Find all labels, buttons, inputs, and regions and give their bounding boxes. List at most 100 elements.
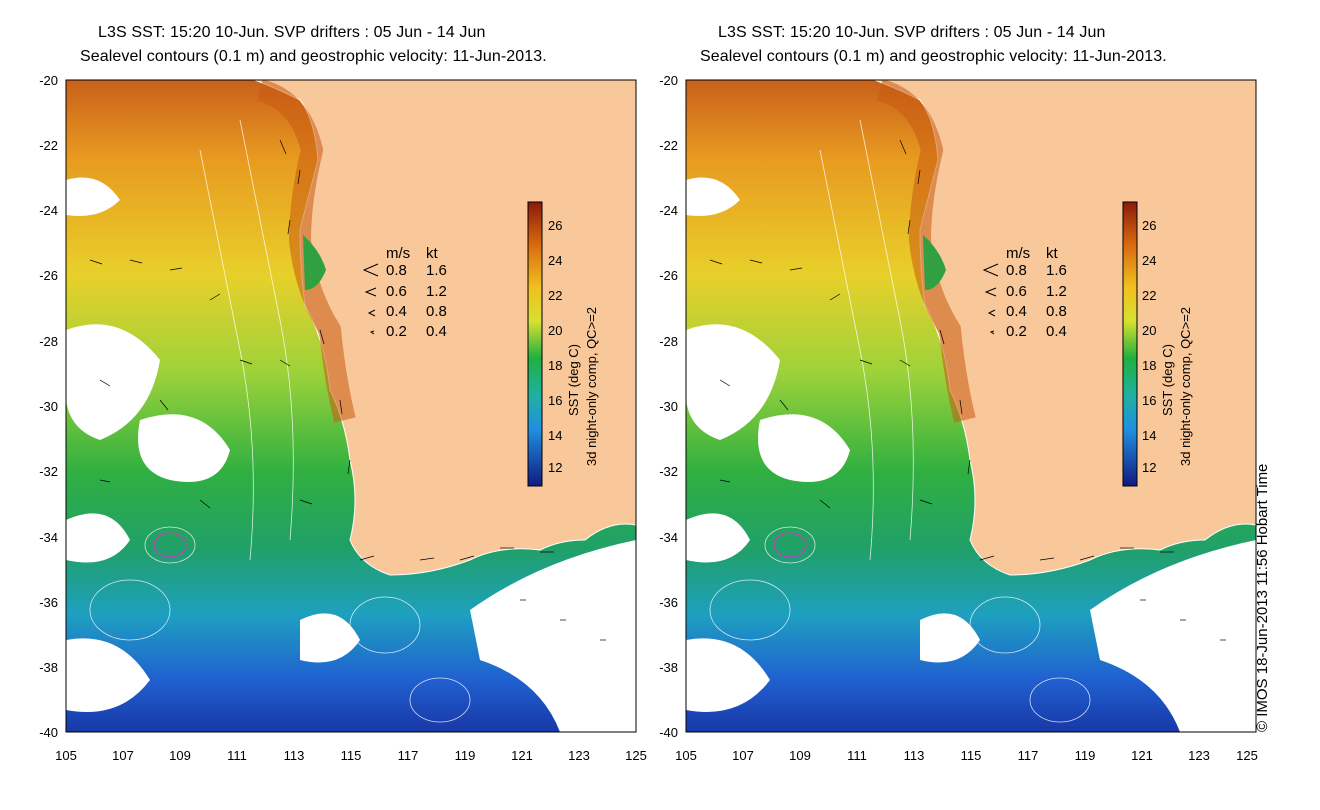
x-tick: 117 [397, 748, 419, 763]
x-tick: 115 [960, 748, 982, 763]
legend-header-kt: kt [426, 245, 438, 262]
colorbar-tick: 20 [1142, 323, 1157, 338]
x-tick: 113 [903, 748, 925, 763]
y-tick: -26 [39, 268, 58, 283]
colorbar-title: SST (deg C) [566, 343, 581, 416]
colorbar-tick: 14 [1142, 428, 1157, 443]
y-tick: -32 [659, 464, 678, 479]
x-tick: 115 [340, 748, 362, 763]
y-tick: -30 [659, 399, 678, 414]
title-line1: L3S SST: 15:20 10-Jun. SVP drifters : 05… [98, 24, 486, 41]
sst-map [685, 79, 1257, 733]
legend-header-ms: m/s [386, 245, 411, 262]
copyright-text: © IMOS 18-Jun-2013 11:56 Hobart Time [1254, 463, 1271, 732]
colorbar-tick: 26 [1142, 218, 1157, 233]
legend-ms-value: 0.6 [386, 283, 407, 300]
colorbar-tick: 22 [1142, 288, 1157, 303]
y-tick: -22 [659, 138, 678, 153]
legend-ms-value: 0.8 [1006, 262, 1027, 279]
colorbar-tick: 24 [1142, 253, 1157, 268]
shark-bay [923, 235, 946, 290]
colorbar-tick: 20 [548, 323, 563, 338]
colorbar-tick: 26 [548, 218, 563, 233]
legend-ms-value: 0.4 [386, 303, 407, 320]
x-tick: 119 [454, 748, 476, 763]
colorbar-tick: 18 [1142, 358, 1157, 373]
legend-arrows [362, 263, 379, 335]
x-tick: 125 [1236, 748, 1258, 763]
x-tick: 107 [112, 748, 134, 763]
shark-bay [303, 235, 326, 290]
legend-kt-value: 0.8 [426, 303, 447, 320]
sst-colorbar [527, 201, 543, 487]
x-tick: 121 [511, 748, 533, 763]
y-tick: -30 [39, 399, 58, 414]
legend-kt-value: 0.8 [1046, 303, 1067, 320]
x-tick: 123 [568, 748, 590, 763]
y-tick: -36 [39, 595, 58, 610]
map-frame [685, 79, 1257, 733]
drifter-track [773, 532, 807, 558]
legend-ms-value: 0.2 [1006, 323, 1027, 340]
cloud-mask [66, 177, 636, 732]
legend-header-ms: m/s [1006, 245, 1031, 262]
y-tick: -34 [39, 530, 58, 545]
y-tick: -26 [659, 268, 678, 283]
legend-kt-value: 1.2 [426, 283, 447, 300]
y-tick: -22 [39, 138, 58, 153]
colorbar-tick: 24 [548, 253, 563, 268]
sst-colorbar [1122, 201, 1138, 487]
colorbar-subtitle: 3d night-only comp, QC>=2 [584, 307, 599, 466]
colorbar-tick: 16 [1142, 393, 1157, 408]
colorbar-subtitle: 3d night-only comp, QC>=2 [1178, 307, 1193, 466]
title-line2: Sealevel contours (0.1 m) and geostrophi… [80, 48, 547, 65]
colorbar-tick: 22 [548, 288, 563, 303]
legend-kt-value: 0.4 [426, 323, 447, 340]
x-tick: 109 [169, 748, 191, 763]
cloud-mask [686, 177, 1256, 732]
sst-map [65, 79, 637, 733]
x-tick: 109 [789, 748, 811, 763]
legend-header-kt: kt [1046, 245, 1058, 262]
map-panel-left: L3S SST: 15:20 10-Jun. SVP drifters : 05… [0, 0, 647, 810]
y-tick: -34 [659, 530, 678, 545]
y-tick: -28 [39, 334, 58, 349]
map-panel-right: L3S SST: 15:20 10-Jun. SVP drifters : 05… [620, 0, 1260, 810]
colorbar-title: SST (deg C) [1160, 343, 1175, 416]
x-tick: 123 [1188, 748, 1210, 763]
x-tick: 113 [283, 748, 305, 763]
legend-kt-value: 1.6 [1046, 262, 1067, 279]
y-tick: -24 [39, 203, 58, 218]
legend-kt-value: 1.2 [1046, 283, 1067, 300]
x-tick: 111 [847, 748, 867, 763]
title-line2: Sealevel contours (0.1 m) and geostrophi… [700, 48, 1167, 65]
x-tick: 105 [55, 748, 77, 763]
velocity-arrows [89, 139, 606, 641]
drifter-track [153, 532, 187, 558]
legend-arrows [982, 263, 999, 335]
y-tick: -32 [39, 464, 58, 479]
colorbar-tick: 12 [1142, 460, 1157, 475]
legend-ms-value: 0.2 [386, 323, 407, 340]
x-tick: 111 [227, 748, 247, 763]
colorbar-tick: 16 [548, 393, 563, 408]
x-tick: 105 [675, 748, 697, 763]
x-tick: 121 [1131, 748, 1153, 763]
sealevel-contours [89, 119, 471, 723]
x-tick: 107 [732, 748, 754, 763]
legend-ms-value: 0.8 [386, 262, 407, 279]
y-tick: -28 [659, 334, 678, 349]
y-tick: -40 [659, 725, 678, 740]
legend-ms-value: 0.4 [1006, 303, 1027, 320]
x-tick: 125 [625, 748, 647, 763]
map-frame [65, 79, 637, 733]
colorbar-tick: 18 [548, 358, 563, 373]
y-tick: -20 [39, 73, 58, 88]
sealevel-contours [709, 119, 1091, 723]
y-tick: -38 [39, 660, 58, 675]
x-tick: 119 [1074, 748, 1096, 763]
x-tick: 117 [1017, 748, 1039, 763]
title-line1: L3S SST: 15:20 10-Jun. SVP drifters : 05… [718, 24, 1106, 41]
legend-ms-value: 0.6 [1006, 283, 1027, 300]
y-tick: -24 [659, 203, 678, 218]
